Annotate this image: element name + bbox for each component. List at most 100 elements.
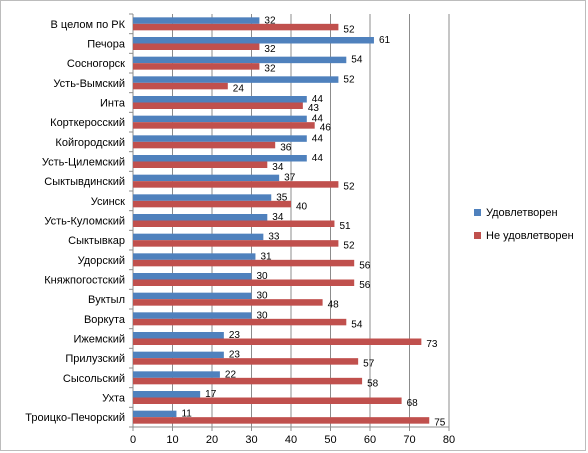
data-label-not-satisfied: 24 bbox=[233, 83, 245, 94]
x-tick-label: 0 bbox=[130, 434, 136, 446]
legend-label-satisfied: Удовлетворен bbox=[486, 207, 558, 219]
bar-satisfied bbox=[133, 351, 224, 359]
data-label-not-satisfied: 46 bbox=[320, 123, 332, 134]
bar-not-satisfied bbox=[133, 240, 339, 247]
bar-not-satisfied bbox=[133, 82, 228, 90]
category-label: Троицко-Печорский bbox=[25, 412, 125, 424]
data-label-satisfied: 61 bbox=[379, 35, 391, 46]
data-label-not-satisfied: 56 bbox=[359, 280, 371, 291]
category-label: Сысольский bbox=[63, 373, 125, 385]
category-label: В целом по РК bbox=[51, 19, 126, 31]
data-label-not-satisfied: 40 bbox=[296, 201, 308, 212]
bar-satisfied bbox=[133, 115, 307, 123]
data-label-not-satisfied: 52 bbox=[343, 24, 355, 35]
bar-satisfied bbox=[133, 332, 224, 339]
x-tick-label: 50 bbox=[324, 434, 336, 446]
bar-satisfied bbox=[133, 371, 220, 378]
bar-not-satisfied bbox=[133, 318, 347, 326]
category-label: Усть-Куломский bbox=[44, 216, 125, 228]
bar-not-satisfied bbox=[133, 338, 422, 345]
legend-label-not-satisfied: Не удовлетворен bbox=[486, 230, 574, 242]
bar-satisfied bbox=[133, 56, 347, 64]
bar-not-satisfied bbox=[133, 141, 276, 149]
category-label: Прилузский bbox=[65, 353, 125, 365]
category-label: Усинск bbox=[91, 196, 125, 208]
data-label-satisfied: 54 bbox=[351, 55, 363, 66]
data-label-not-satisfied: 32 bbox=[264, 64, 276, 75]
category-label: Сосногорск bbox=[67, 58, 125, 70]
bar-satisfied bbox=[133, 194, 272, 201]
data-label-satisfied: 34 bbox=[272, 212, 284, 223]
bar-not-satisfied bbox=[133, 299, 323, 306]
bar-satisfied bbox=[133, 273, 252, 280]
bar-not-satisfied bbox=[133, 417, 430, 424]
category-label: Корткеросский bbox=[50, 117, 125, 129]
x-tick-label: 80 bbox=[443, 434, 455, 446]
data-label-not-satisfied: 68 bbox=[407, 398, 419, 409]
data-label-not-satisfied: 32 bbox=[264, 44, 276, 55]
data-label-satisfied: 31 bbox=[260, 251, 272, 262]
data-label-not-satisfied: 36 bbox=[280, 142, 292, 153]
data-label-satisfied: 30 bbox=[257, 310, 269, 321]
category-label: Воркута bbox=[84, 314, 126, 326]
bar-not-satisfied bbox=[133, 358, 359, 365]
bar-satisfied bbox=[133, 391, 201, 398]
x-tick-label: 60 bbox=[364, 434, 376, 446]
data-label-satisfied: 52 bbox=[343, 74, 355, 85]
x-tick-label: 10 bbox=[166, 434, 178, 446]
data-label-satisfied: 11 bbox=[181, 409, 192, 420]
category-label: Печора bbox=[87, 39, 126, 51]
bar-not-satisfied bbox=[133, 63, 260, 70]
x-tick-label: 40 bbox=[285, 434, 297, 446]
category-label: Инта bbox=[100, 98, 126, 110]
bar-not-satisfied bbox=[133, 181, 339, 188]
data-label-satisfied: 23 bbox=[229, 330, 241, 341]
category-label: Удорский bbox=[78, 255, 125, 267]
category-label: Ижемский bbox=[73, 334, 125, 346]
data-label-not-satisfied: 75 bbox=[434, 418, 446, 429]
data-label-not-satisfied: 52 bbox=[343, 182, 355, 193]
data-label-not-satisfied: 58 bbox=[367, 378, 379, 389]
bar-not-satisfied bbox=[133, 279, 355, 286]
bar-not-satisfied bbox=[133, 102, 303, 109]
bar-not-satisfied bbox=[133, 259, 355, 267]
bar-not-satisfied bbox=[133, 43, 260, 50]
category-label: Усть-Вымский bbox=[53, 78, 125, 90]
bar-satisfied bbox=[133, 214, 268, 221]
data-label-satisfied: 37 bbox=[284, 173, 296, 184]
x-tick-label: 30 bbox=[245, 434, 257, 446]
bar-satisfied bbox=[133, 410, 177, 418]
data-label-satisfied: 33 bbox=[268, 232, 280, 243]
bar-satisfied bbox=[133, 155, 307, 162]
category-label: Княжпогостский bbox=[44, 275, 125, 287]
bar-satisfied bbox=[133, 135, 307, 142]
category-label: Усть-Цилемский bbox=[42, 157, 125, 169]
data-label-satisfied: 23 bbox=[229, 350, 241, 361]
legend-swatch-not-satisfied bbox=[474, 232, 481, 239]
bar-not-satisfied bbox=[133, 23, 339, 31]
data-label-not-satisfied: 57 bbox=[363, 359, 375, 370]
data-label-satisfied: 30 bbox=[257, 291, 269, 302]
data-label-satisfied: 35 bbox=[276, 192, 288, 203]
bar-satisfied bbox=[133, 76, 339, 83]
category-label: Сыктывкар bbox=[68, 235, 125, 247]
data-label-satisfied: 32 bbox=[264, 15, 276, 26]
bar-satisfied bbox=[133, 253, 256, 260]
category-label: Вуктыл bbox=[88, 294, 125, 306]
data-label-not-satisfied: 54 bbox=[351, 319, 363, 330]
category-label: Сыктывдинский bbox=[44, 176, 125, 188]
data-label-satisfied: 17 bbox=[205, 389, 217, 400]
data-label-not-satisfied: 48 bbox=[328, 300, 340, 311]
data-label-not-satisfied: 56 bbox=[359, 260, 371, 271]
data-label-not-satisfied: 34 bbox=[272, 162, 284, 173]
x-tick-label: 20 bbox=[206, 434, 218, 446]
bar-satisfied bbox=[133, 17, 260, 24]
bar-satisfied bbox=[133, 312, 252, 319]
data-label-not-satisfied: 52 bbox=[343, 241, 355, 252]
bar-satisfied bbox=[133, 37, 374, 44]
bar-satisfied bbox=[133, 292, 252, 300]
bar-satisfied bbox=[133, 233, 264, 241]
bar-not-satisfied bbox=[133, 397, 402, 404]
